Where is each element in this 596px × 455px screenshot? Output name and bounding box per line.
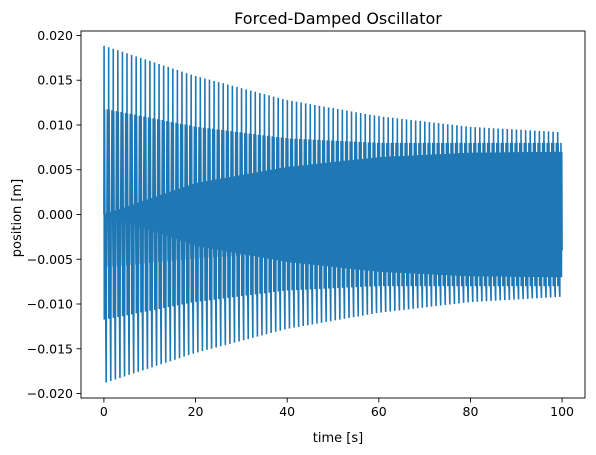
y-tick-label: −0.020 — [27, 386, 73, 401]
y-axis-label: position [m] — [10, 179, 25, 257]
chart-title: Forced-Damped Oscillator — [234, 9, 442, 28]
x-tick-label: 60 — [371, 404, 387, 419]
y-tick-label: −0.005 — [27, 252, 73, 267]
x-axis-label: time [s] — [313, 431, 363, 446]
x-tick-label: 0 — [100, 404, 108, 419]
y-tick-label: 0.000 — [37, 207, 73, 222]
x-axis: 0 20 40 60 80 100 — [100, 398, 574, 419]
y-axis: −0.020 −0.015 −0.010 −0.005 0.000 0.005 0.010 0… — [27, 28, 81, 401]
y-tick-label: 0.010 — [37, 117, 73, 132]
x-tick-label: 40 — [279, 404, 295, 419]
y-tick-label: −0.010 — [27, 297, 73, 312]
y-tick-label: 0.005 — [37, 162, 73, 177]
y-tick-label: −0.015 — [27, 341, 73, 356]
x-tick-label: 20 — [188, 404, 204, 419]
series-line — [103, 45, 563, 383]
plot-area — [80, 30, 586, 399]
y-tick-label: 0.015 — [37, 73, 73, 88]
x-tick-label: 80 — [463, 404, 479, 419]
x-tick-label: 100 — [550, 404, 574, 419]
y-tick-label: 0.020 — [37, 28, 73, 43]
